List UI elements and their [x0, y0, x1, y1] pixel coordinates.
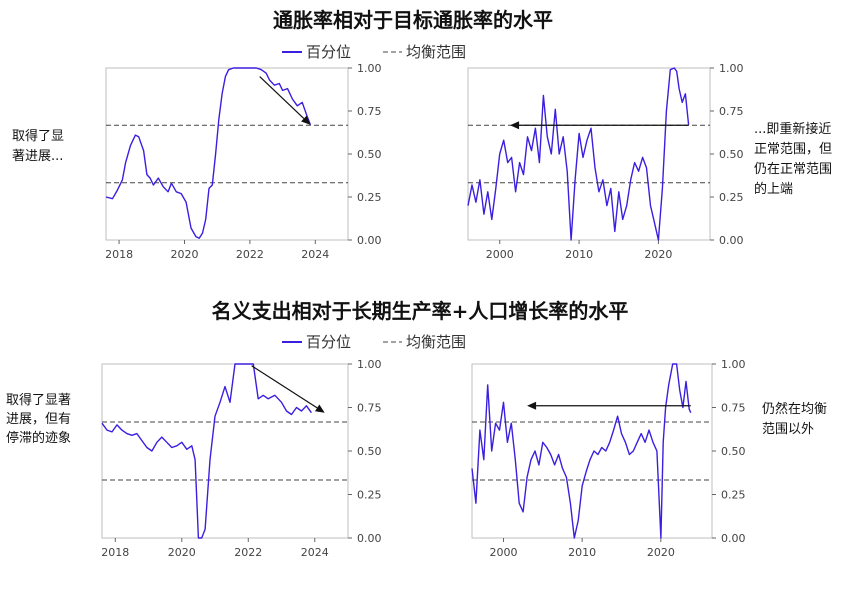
- annotation-line: 范围以外: [762, 422, 814, 437]
- x-tick-label: 2022: [236, 248, 264, 261]
- annotation-line: 进展，但有: [6, 412, 71, 427]
- x-tick-label: 2022: [234, 546, 262, 559]
- plot-frame: [105, 67, 349, 241]
- x-tick-label: 2010: [568, 546, 596, 559]
- x-tick-label: 2000: [489, 546, 517, 559]
- plot-frame: [101, 363, 349, 539]
- percentile-series-line: [467, 67, 690, 241]
- y-tick-label: 0.75: [357, 402, 382, 415]
- y-tick-label: 0.75: [357, 105, 382, 118]
- plot-frame: [471, 363, 713, 539]
- y-tick-label: 1.00: [719, 62, 744, 75]
- row2-legend: 百分位 均衡范围: [282, 333, 466, 351]
- annotation-note-1: 取得了显著进展...: [12, 128, 64, 164]
- y-tick-label: 0.75: [719, 105, 744, 118]
- trend-arrow-head: [314, 404, 325, 413]
- y-tick-label: 0.00: [357, 532, 382, 545]
- y-tick-label: 0.50: [357, 445, 382, 458]
- y-tick-label: 0.25: [719, 191, 744, 204]
- y-tick-label: 1.00: [721, 358, 746, 371]
- legend-band-label: 均衡范围: [406, 43, 466, 61]
- legend-band-label: 均衡范围: [406, 333, 466, 351]
- x-tick-label: 2020: [647, 546, 675, 559]
- y-tick-label: 1.00: [357, 358, 382, 371]
- annotation-line: 仍然在均衡: [762, 401, 827, 417]
- row1-legend: 百分位 均衡范围: [282, 43, 466, 61]
- x-tick-label: 2024: [301, 546, 329, 559]
- y-tick-label: 0.50: [719, 148, 744, 161]
- percentile-series-line: [471, 363, 692, 539]
- x-tick-label: 2000: [486, 248, 514, 261]
- annotation-line: ...即重新接近: [754, 121, 831, 137]
- trend-arrow: [259, 76, 305, 119]
- y-tick-label: 0.50: [721, 445, 746, 458]
- percentile-series-line: [105, 67, 312, 240]
- x-tick-label: 2010: [565, 248, 593, 261]
- annotation-line: 著进展...: [12, 149, 63, 164]
- annotation-line: 取得了显: [12, 128, 64, 144]
- chart-panel-inflation-long: 0.00 0.25 0.50 0.75 1.00 2000 2010 2020: [467, 62, 744, 261]
- x-tick-label: 2024: [301, 248, 329, 261]
- annotation-line: 正常范围，但: [754, 142, 832, 157]
- trend-arrow: [251, 365, 318, 409]
- plot-frame: [467, 67, 711, 241]
- chart-panel-spending-recent: 0.00 0.25 0.50 0.75 1.00 2018 2020 2022 2024: [101, 358, 381, 559]
- y-tick-label: 1.00: [357, 62, 382, 75]
- trend-arrow-head: [301, 115, 311, 125]
- row2-title: 名义支出相对于长期生产率+人口增长率的水平: [212, 299, 629, 323]
- x-tick-label: 2020: [170, 248, 198, 261]
- x-tick-label: 2018: [105, 248, 133, 261]
- y-tick-label: 0.50: [357, 148, 382, 161]
- x-tick-label: 2018: [101, 546, 129, 559]
- y-tick-label: 0.00: [719, 234, 744, 247]
- annotation-line: 停滞的迹象: [6, 430, 71, 446]
- chart-panel-inflation-recent: 0.00 0.25 0.50 0.75 1.00 2018 2020 2022 2024: [105, 62, 381, 261]
- legend-series-label: 百分位: [306, 333, 351, 351]
- row1-title: 通胀率相对于目标通胀率的水平: [273, 8, 553, 32]
- annotation-line: 的上端: [754, 181, 793, 197]
- y-tick-label: 0.25: [357, 489, 382, 502]
- legend-series-label: 百分位: [306, 43, 351, 61]
- trend-arrow-head: [510, 121, 520, 130]
- x-tick-label: 2020: [168, 546, 196, 559]
- y-tick-label: 0.75: [721, 402, 746, 415]
- y-tick-label: 0.25: [357, 191, 382, 204]
- chart-panel-spending-long: 0.00 0.25 0.50 0.75 1.00 2000 2010 2020: [471, 358, 746, 559]
- annotation-line: 取得了显著: [6, 392, 71, 408]
- y-tick-label: 0.00: [721, 532, 746, 545]
- percentile-series-line: [101, 363, 312, 539]
- y-tick-label: 0.25: [721, 489, 746, 502]
- annotation-line: 仍在正常范围: [754, 162, 832, 177]
- y-tick-label: 0.00: [357, 234, 382, 247]
- x-tick-label: 2020: [644, 248, 672, 261]
- trend-arrow-head: [527, 401, 537, 410]
